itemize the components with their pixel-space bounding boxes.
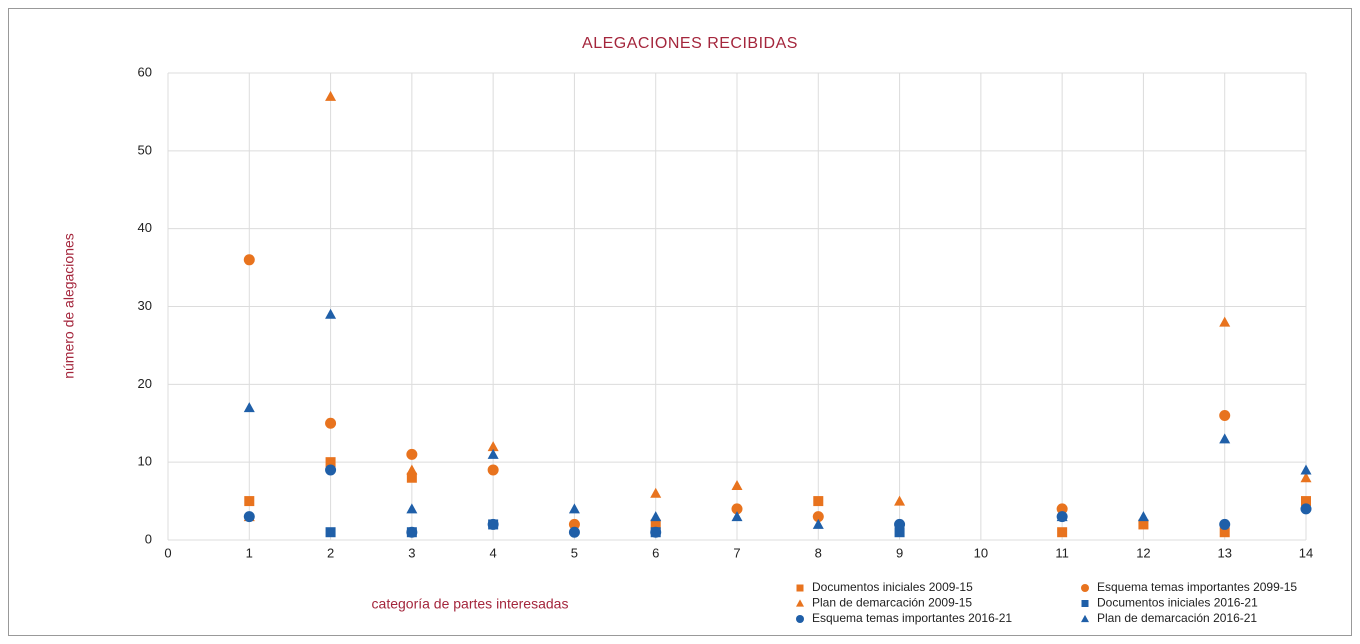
data-point: [894, 518, 906, 530]
y-tick-label: 0: [145, 531, 152, 546]
y-tick-label: 30: [138, 298, 152, 313]
y-tick-label: 40: [138, 220, 152, 235]
frame: [8, 8, 1352, 636]
data-point: [487, 448, 499, 459]
x-tick-label: 6: [652, 545, 659, 560]
data-point: [325, 308, 337, 319]
data-point: [1219, 527, 1230, 538]
legend-label: Documentos iniciales 2009-15: [812, 580, 973, 594]
data-point: [650, 519, 661, 530]
data-point: [243, 511, 255, 523]
legend-label: Documentos iniciales 2016-21: [1097, 596, 1258, 610]
data-point: [243, 402, 255, 413]
data-point: [813, 496, 824, 507]
chart-title: ALEGACIONES RECIBIDAS: [582, 35, 798, 52]
x-axis-label: categoría de partes interesadas: [372, 596, 569, 612]
data-point: [568, 526, 580, 538]
data-point: [406, 503, 418, 514]
data-point: [1219, 518, 1231, 530]
y-tick-label: 60: [138, 64, 152, 79]
data-point: [325, 90, 337, 101]
data-point: [325, 457, 336, 468]
legend-marker: [796, 599, 804, 607]
x-tick-label: 8: [815, 545, 822, 560]
legend-marker: [796, 584, 804, 592]
data-point: [812, 518, 824, 529]
x-tick-label: 14: [1299, 545, 1313, 560]
legend-label: Esquema temas importantes 2016-21: [812, 611, 1012, 625]
data-point: [325, 527, 336, 538]
data-point: [650, 526, 662, 538]
data-point: [1137, 511, 1149, 522]
data-point: [812, 511, 824, 523]
data-point: [650, 511, 662, 522]
x-tick-label: 2: [327, 545, 334, 560]
y-tick-label: 10: [138, 454, 152, 469]
x-tick-label: 5: [571, 545, 578, 560]
data-point: [487, 518, 499, 530]
data-point: [568, 518, 580, 530]
y-axis-label: número de alegaciones: [61, 233, 77, 379]
data-point: [487, 464, 499, 476]
data-point: [568, 503, 580, 514]
x-tick-label: 12: [1136, 545, 1150, 560]
data-point: [1301, 496, 1311, 507]
data-point: [1138, 519, 1149, 530]
legend-marker: [1081, 584, 1089, 592]
data-point: [731, 480, 743, 491]
x-tick-label: 4: [490, 545, 497, 560]
data-point: [1300, 503, 1312, 515]
data-point: [487, 441, 499, 452]
data-point: [894, 495, 906, 506]
data-point: [894, 527, 905, 538]
data-point: [1219, 433, 1231, 444]
data-point: [1300, 464, 1312, 475]
data-point: [731, 511, 743, 522]
legend-marker: [1081, 600, 1089, 607]
x-tick-label: 3: [408, 545, 415, 560]
data-point: [325, 464, 337, 476]
legend-label: Plan de demarcación 2016-21: [1097, 611, 1257, 625]
x-tick-label: 11: [1055, 545, 1069, 560]
x-tick-label: 10: [974, 545, 988, 560]
x-tick-label: 1: [246, 545, 253, 560]
data-point: [1057, 527, 1068, 538]
legend-label: Esquema temas importantes 2099-15: [1097, 580, 1297, 594]
data-point: [406, 472, 417, 483]
x-tick-label: 0: [164, 545, 171, 560]
legend-marker: [796, 615, 804, 623]
data-point: [406, 448, 418, 460]
data-point: [1300, 472, 1312, 483]
legend-label: Plan de demarcación 2009-15: [812, 596, 972, 610]
data-point: [731, 503, 743, 515]
x-tick-label: 13: [1217, 545, 1231, 560]
x-tick-label: 7: [733, 545, 740, 560]
legend-marker: [1081, 614, 1089, 623]
data-point: [406, 464, 418, 475]
y-tick-label: 50: [138, 142, 152, 157]
data-point: [325, 417, 337, 429]
x-tick-label: 9: [896, 545, 903, 560]
data-point: [1219, 316, 1231, 327]
data-point: [650, 487, 662, 498]
data-point: [1056, 503, 1068, 515]
data-point: [244, 496, 255, 507]
data-point: [1219, 409, 1231, 421]
data-point: [1056, 511, 1068, 522]
data-point: [243, 254, 255, 266]
data-point: [406, 526, 418, 538]
y-tick-label: 20: [138, 376, 152, 391]
